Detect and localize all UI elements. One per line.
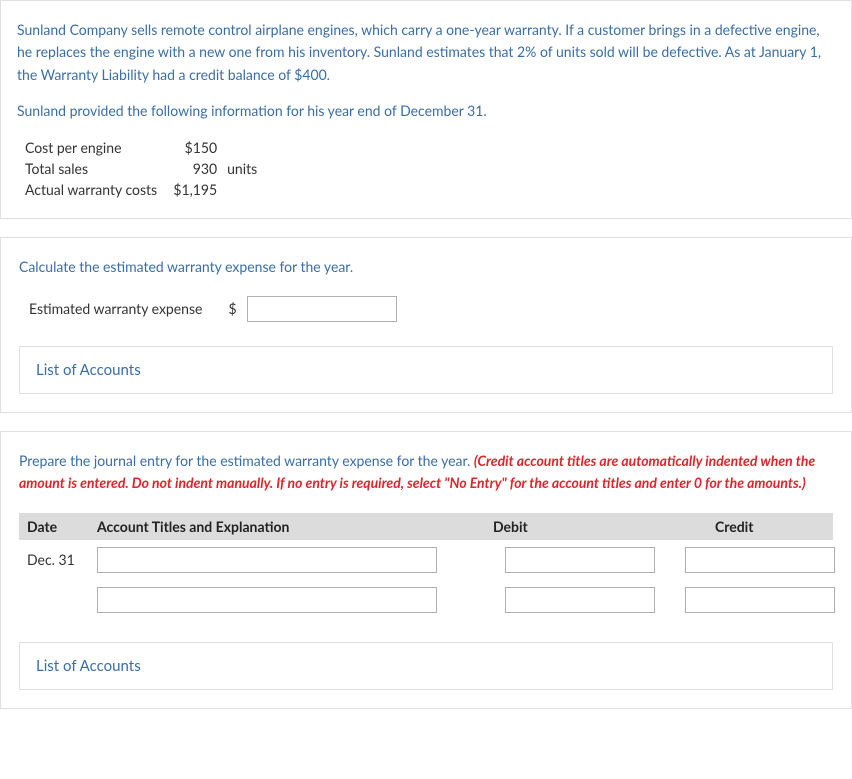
table-row: Actual warranty costs $1,195: [25, 179, 267, 200]
list-of-accounts-button[interactable]: List of Accounts: [19, 346, 833, 394]
info-value: $1,195: [167, 179, 227, 200]
info-unit: [227, 179, 267, 200]
part2-panel: Prepare the journal entry for the estima…: [0, 431, 852, 709]
account-title-input[interactable]: [97, 587, 437, 613]
debit-input[interactable]: [505, 547, 655, 573]
problem-paragraph-1: Sunland Company sells remote control air…: [17, 19, 835, 86]
journal-row: [19, 580, 833, 620]
journal-date: Dec. 31: [19, 548, 89, 571]
header-debit: Debit: [485, 513, 675, 540]
info-label: Cost per engine: [25, 137, 167, 158]
part1-panel: Calculate the estimated warranty expense…: [0, 237, 852, 413]
list-of-accounts-button[interactable]: List of Accounts: [19, 642, 833, 690]
currency-symbol: $: [228, 300, 236, 317]
info-label: Total sales: [25, 158, 167, 179]
problem-paragraph-2: Sunland provided the following informati…: [17, 100, 835, 122]
estimated-expense-label: Estimated warranty expense: [29, 300, 202, 317]
part2-instruction-plain: Prepare the journal entry for the estima…: [19, 452, 474, 469]
info-unit: units: [227, 158, 267, 179]
account-title-input[interactable]: [97, 547, 437, 573]
table-row: Cost per engine $150: [25, 137, 267, 158]
header-date: Date: [19, 513, 89, 540]
info-unit: [227, 137, 267, 158]
credit-input[interactable]: [685, 547, 835, 573]
info-value: $150: [167, 137, 227, 158]
info-value: 930: [167, 158, 227, 179]
problem-panel: Sunland Company sells remote control air…: [0, 0, 852, 219]
debit-input[interactable]: [505, 587, 655, 613]
credit-input[interactable]: [685, 587, 835, 613]
journal-row: Dec. 31: [19, 540, 833, 580]
list-of-accounts-label: List of Accounts: [36, 361, 141, 379]
info-table: Cost per engine $150 Total sales 930 uni…: [25, 137, 267, 200]
list-of-accounts-label: List of Accounts: [36, 657, 141, 675]
part2-instruction: Prepare the journal entry for the estima…: [19, 450, 833, 495]
part1-instruction: Calculate the estimated warranty expense…: [19, 256, 833, 278]
journal-header: Date Account Titles and Explanation Debi…: [19, 513, 833, 540]
table-row: Total sales 930 units: [25, 158, 267, 179]
header-account: Account Titles and Explanation: [89, 513, 469, 540]
info-label: Actual warranty costs: [25, 179, 167, 200]
header-credit: Credit: [675, 513, 845, 540]
estimated-expense-input[interactable]: [247, 296, 397, 322]
estimated-expense-row: Estimated warranty expense $: [29, 296, 833, 322]
